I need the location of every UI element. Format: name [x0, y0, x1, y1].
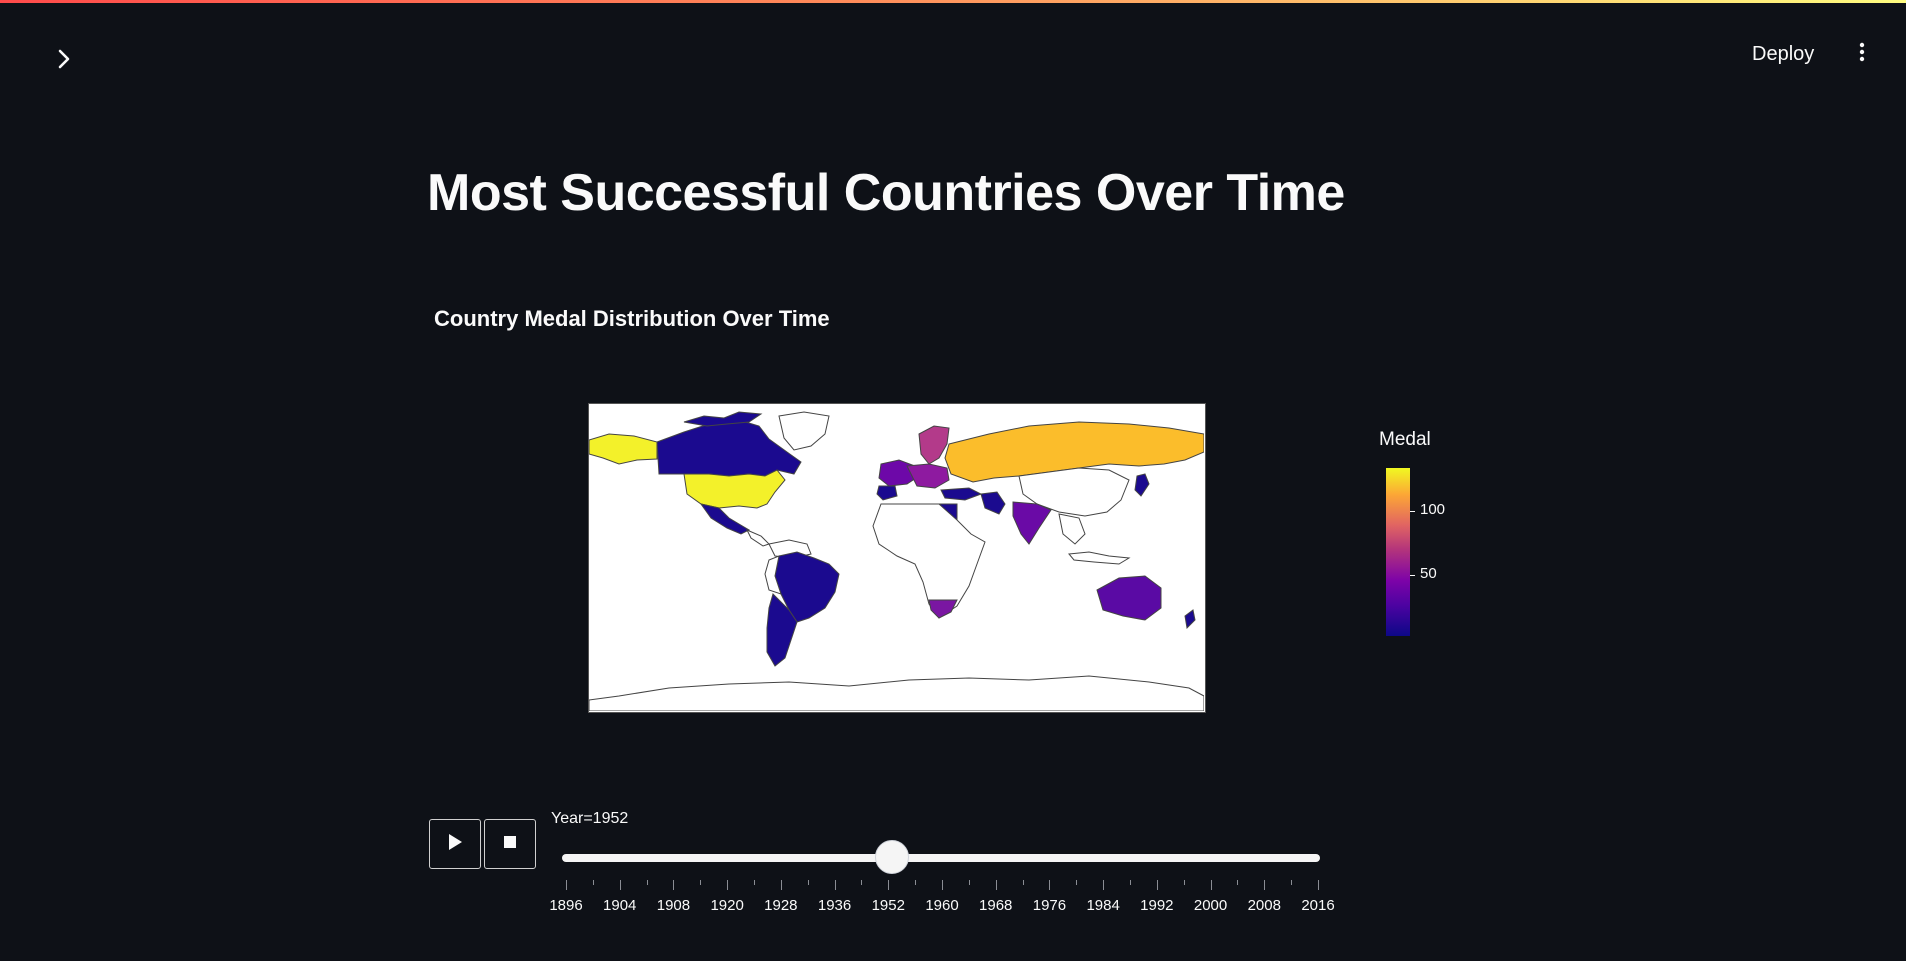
colorbar-tick-mark — [1410, 575, 1415, 576]
slider-tick-mark — [1156, 880, 1158, 890]
map-region-south-africa[interactable] — [928, 599, 958, 619]
map-region-usa[interactable] — [683, 469, 786, 509]
page-title: Most Successful Countries Over Time — [427, 164, 1345, 222]
slider-minor-tick — [1183, 880, 1185, 885]
slider-minor-tick — [700, 880, 702, 885]
slider-minor-tick — [968, 880, 970, 885]
slider-tick-label[interactable]: 1952 — [871, 897, 905, 914]
colorbar-tick-label: 50 — [1420, 565, 1437, 582]
stop-icon — [503, 835, 517, 854]
slider-tick-label[interactable]: 1960 — [925, 897, 959, 914]
slider-minor-tick — [1291, 880, 1293, 885]
year-slider-label: Year=1952 — [551, 810, 629, 827]
map-region-soviet-union[interactable] — [944, 421, 1204, 483]
slider-minor-tick — [915, 880, 917, 885]
slider-tick-mark — [1318, 880, 1319, 890]
map-region-new-zealand — [1184, 609, 1196, 630]
sidebar-toggle-button[interactable] — [44, 44, 84, 78]
colorbar-tick-mark — [1410, 511, 1415, 512]
map-region-east-asia — [1018, 467, 1130, 517]
map-region-antarctica — [589, 675, 1204, 711]
slider-tick-label[interactable]: 1908 — [656, 897, 691, 914]
map-region-indonesia — [1068, 551, 1131, 565]
map-region-central-europe[interactable] — [906, 463, 950, 489]
play-icon — [447, 833, 463, 856]
slider-tick-mark — [673, 880, 675, 890]
slider-tick-label[interactable]: 1936 — [817, 897, 852, 914]
map-region-turkey[interactable] — [940, 487, 983, 501]
slider-minor-tick — [1130, 880, 1131, 885]
play-button[interactable] — [429, 819, 481, 869]
slider-tick-mark — [995, 880, 997, 890]
map-svg — [589, 411, 1204, 711]
slider-tick-mark — [942, 880, 943, 890]
map-region-arctic-islands — [683, 411, 763, 427]
map-region-greenland — [778, 411, 830, 451]
slider-tick-label[interactable]: 1904 — [603, 897, 637, 914]
map-region-argentina[interactable] — [766, 593, 798, 667]
slider-tick-mark — [1103, 880, 1105, 890]
slider-minor-tick — [646, 880, 648, 885]
slider-tick-label[interactable]: 1928 — [764, 897, 798, 914]
slider-tick-label[interactable]: 1968 — [979, 897, 1013, 914]
slider-tick-mark — [888, 880, 890, 890]
colorbar-title: Medal — [1379, 429, 1431, 450]
slider-minor-tick — [592, 880, 594, 885]
slider-tick-label[interactable]: 1896 — [549, 897, 583, 914]
slider-tick-mark — [780, 880, 782, 890]
map-region-mexico[interactable] — [699, 503, 751, 535]
slider-tick-mark — [1210, 880, 1212, 890]
map-region-central-america — [745, 529, 770, 547]
map-region-southeast-asia — [1058, 513, 1086, 545]
map-region-peru — [764, 555, 782, 595]
slider-tick-label[interactable]: 2000 — [1193, 897, 1228, 914]
map-region-alaska[interactable] — [589, 433, 658, 465]
chart-title: Country Medal Distribution Over Time — [434, 306, 830, 331]
slider-minor-tick — [1237, 880, 1239, 885]
map-region-scandinavia[interactable] — [918, 425, 950, 465]
map-region-iberia[interactable] — [876, 485, 898, 501]
slider-tick-label[interactable]: 1976 — [1032, 897, 1067, 914]
map-region-canada[interactable] — [656, 419, 802, 477]
world-choropleth-map[interactable] — [588, 403, 1206, 713]
slider-tick-label[interactable]: 1992 — [1140, 897, 1174, 914]
slider-tick-label[interactable]: 1984 — [1086, 897, 1120, 914]
stop-button[interactable] — [484, 819, 536, 869]
slider-tick-label[interactable]: 2008 — [1247, 897, 1281, 914]
year-slider-track[interactable] — [562, 854, 1320, 862]
map-region-india[interactable] — [1012, 501, 1052, 545]
slider-tick-mark — [566, 880, 567, 890]
slider-tick-mark — [1264, 880, 1266, 890]
deploy-button[interactable]: Deploy — [1752, 43, 1815, 65]
slider-minor-tick — [807, 880, 809, 885]
colorbar-tick-label: 100 — [1420, 501, 1446, 518]
slider-tick-label[interactable]: 2016 — [1301, 897, 1335, 914]
top-decoration-bar — [0, 0, 1906, 3]
slider-minor-tick — [1076, 880, 1078, 885]
year-slider-thumb[interactable] — [875, 840, 910, 874]
map-region-japan[interactable] — [1134, 473, 1150, 497]
slider-tick-mark — [834, 880, 836, 890]
main-menu-button[interactable] — [1850, 38, 1874, 70]
chevron-right-icon — [56, 49, 72, 74]
slider-minor-tick — [754, 880, 755, 885]
slider-tick-label[interactable]: 1920 — [710, 897, 744, 914]
slider-tick-mark — [619, 880, 621, 890]
slider-minor-tick — [1022, 880, 1024, 885]
colorbar — [1386, 468, 1410, 636]
map-region-iran[interactable] — [980, 491, 1006, 515]
slider-minor-tick — [861, 880, 863, 885]
map-region-australia[interactable] — [1096, 575, 1162, 621]
slider-tick-mark — [1049, 880, 1051, 890]
kebab-menu-icon — [1859, 42, 1865, 67]
slider-tick-mark — [727, 880, 729, 890]
